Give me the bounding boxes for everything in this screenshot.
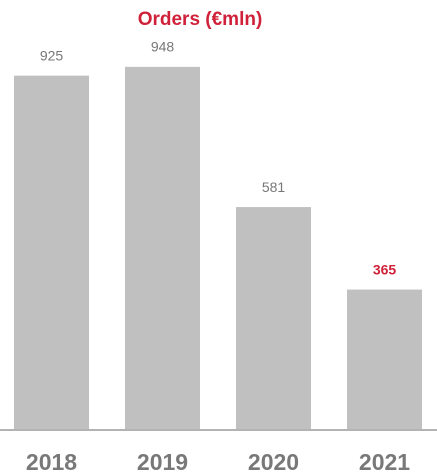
chart-title: Orders (€mln) bbox=[138, 9, 263, 30]
x-tick-label: 2019 bbox=[137, 449, 188, 475]
value-label: 581 bbox=[262, 179, 286, 195]
bar bbox=[236, 207, 311, 429]
bar bbox=[14, 75, 89, 430]
value-label: 365 bbox=[373, 261, 397, 277]
value-label: 925 bbox=[40, 47, 64, 63]
x-tick-label: 2018 bbox=[26, 449, 77, 475]
bar bbox=[125, 66, 200, 429]
x-tick-label: 2021 bbox=[359, 449, 410, 475]
value-label: 948 bbox=[151, 39, 175, 55]
x-tick-label: 2020 bbox=[248, 449, 299, 475]
bar bbox=[347, 289, 422, 429]
